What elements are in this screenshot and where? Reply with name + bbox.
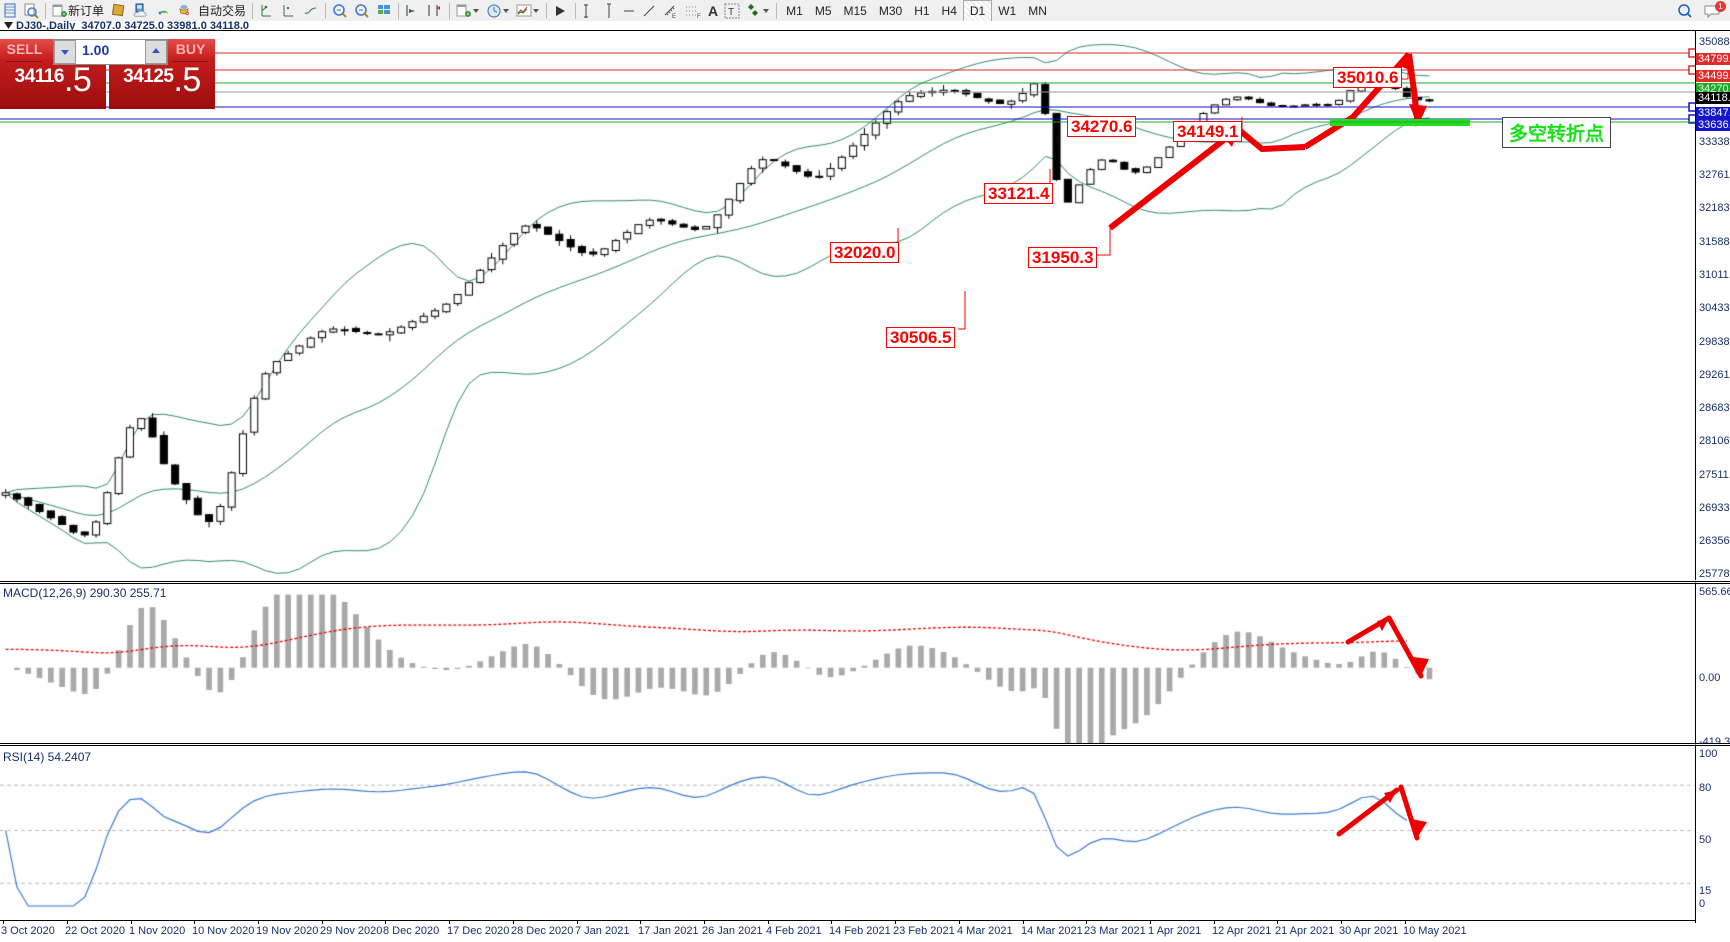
svg-text:E: E	[672, 14, 676, 19]
svg-text:T: T	[728, 7, 734, 18]
svg-text:F: F	[697, 14, 701, 19]
